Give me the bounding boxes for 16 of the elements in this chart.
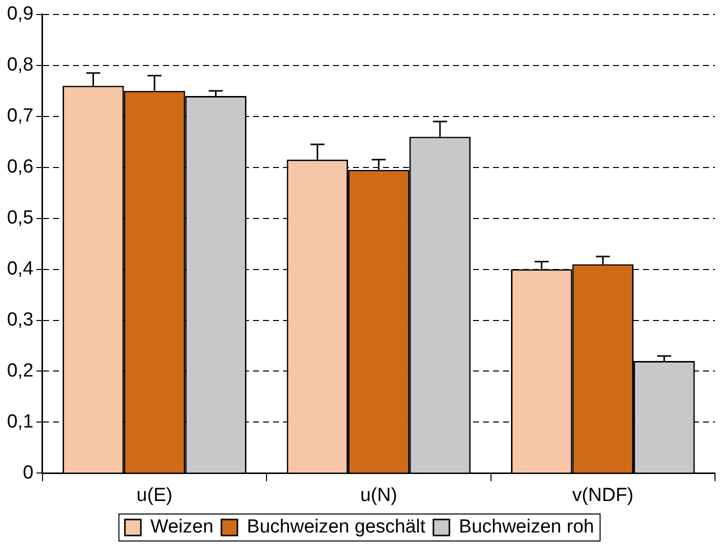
y-tick-label: 0,1 — [6, 411, 34, 432]
y-tick-label: 0,9 — [6, 4, 34, 25]
y-tick-label: 0,4 — [6, 258, 34, 280]
y-tick-label: 0,2 — [6, 360, 34, 382]
y-tick-label: 0,3 — [6, 310, 34, 330]
x-tick-label: u(E) — [136, 484, 172, 506]
legend-label: Buchweizen geschält — [246, 516, 426, 538]
y-tick-label: 0,8 — [6, 54, 34, 76]
y-tick-label: 0,7 — [6, 106, 34, 127]
x-tick-label: v(NDF) — [572, 484, 634, 506]
y-tick-label: 0,6 — [6, 156, 34, 178]
y-tick-label: 0 — [22, 462, 34, 484]
legend-label: Buchweizen roh — [458, 516, 594, 538]
x-tick-label: u(N) — [360, 484, 398, 506]
legend-label: Weizen — [150, 516, 214, 538]
y-tick-label: 0,5 — [6, 208, 34, 229]
